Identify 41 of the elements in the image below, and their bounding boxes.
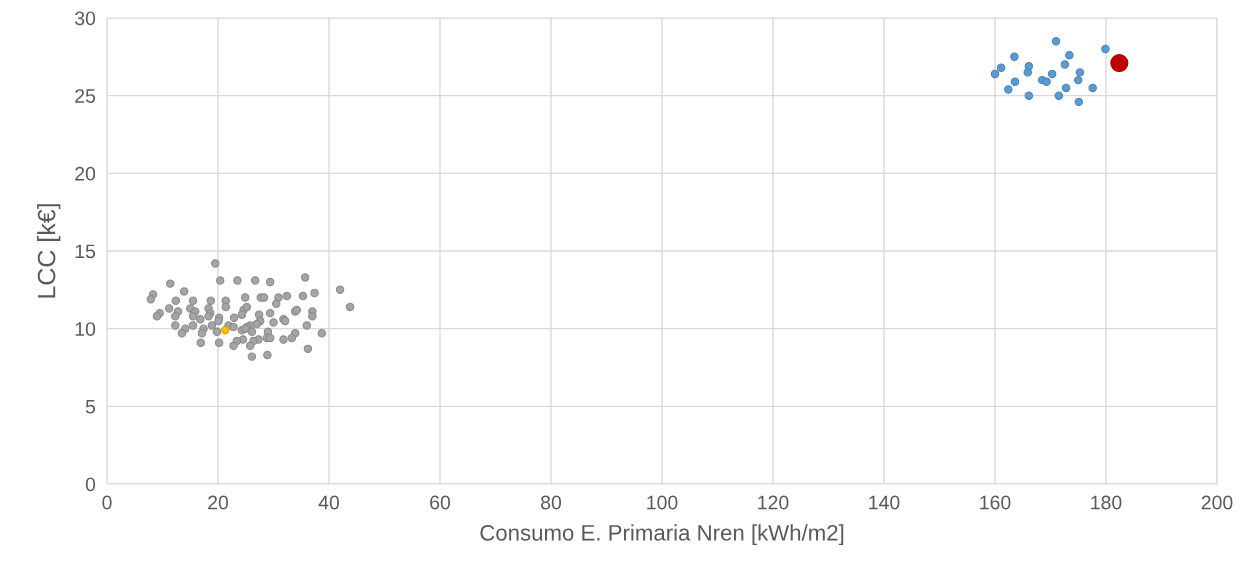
point [1074,97,1084,107]
point [1047,69,1057,79]
point [1060,60,1070,69]
x-tick-label: 100 [647,495,678,510]
x-tick-label: 0 [102,495,112,510]
x-tick-label: 120 [758,495,789,510]
y-axis-title: LCC [k€] [37,204,61,298]
x-tick-label: 40 [318,495,340,510]
point [1088,83,1097,93]
point [1061,83,1071,93]
y-tick-label: 30 [75,11,96,26]
y-tick-label: 15 [75,244,96,259]
point [1101,44,1110,54]
point [1075,68,1085,77]
point [1065,51,1074,60]
y-tick-label: 0 [85,477,96,492]
x-tick-label: 20 [208,495,229,510]
point [1010,52,1019,62]
point [996,63,1006,72]
x-axis-title: Consumo E. Primaria Nren [kWh/m2] [480,524,844,546]
x-tick-label: 140 [869,495,900,510]
point [1051,37,1061,46]
point [1024,91,1034,100]
y-tick-label: 5 [85,400,96,414]
point [1004,85,1013,94]
x-tick-label: 80 [541,495,562,510]
y-tick-label: 10 [75,322,96,336]
point [1074,75,1083,85]
point [1023,68,1032,77]
x-tick-label: 200 [1201,495,1233,510]
point [1010,77,1020,86]
point [990,69,1000,79]
x-tick-label: 180 [1091,495,1122,510]
y-tick-label: 20 [75,166,96,181]
y-tick-label: 25 [75,89,96,103]
point [1054,91,1064,100]
x-tick-label: 60 [430,495,451,510]
x-tick-label: 160 [980,495,1011,510]
point [220,325,230,335]
point [1110,53,1129,73]
point [1042,77,1051,86]
